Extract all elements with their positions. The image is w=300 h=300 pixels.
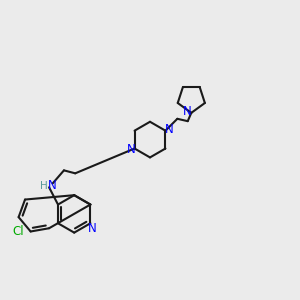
Text: N: N: [48, 179, 57, 192]
Text: N: N: [88, 222, 96, 235]
Text: N: N: [127, 143, 135, 156]
Text: Cl: Cl: [13, 225, 24, 238]
Text: H: H: [40, 181, 48, 191]
Text: N: N: [165, 123, 173, 136]
Text: N: N: [183, 105, 191, 118]
